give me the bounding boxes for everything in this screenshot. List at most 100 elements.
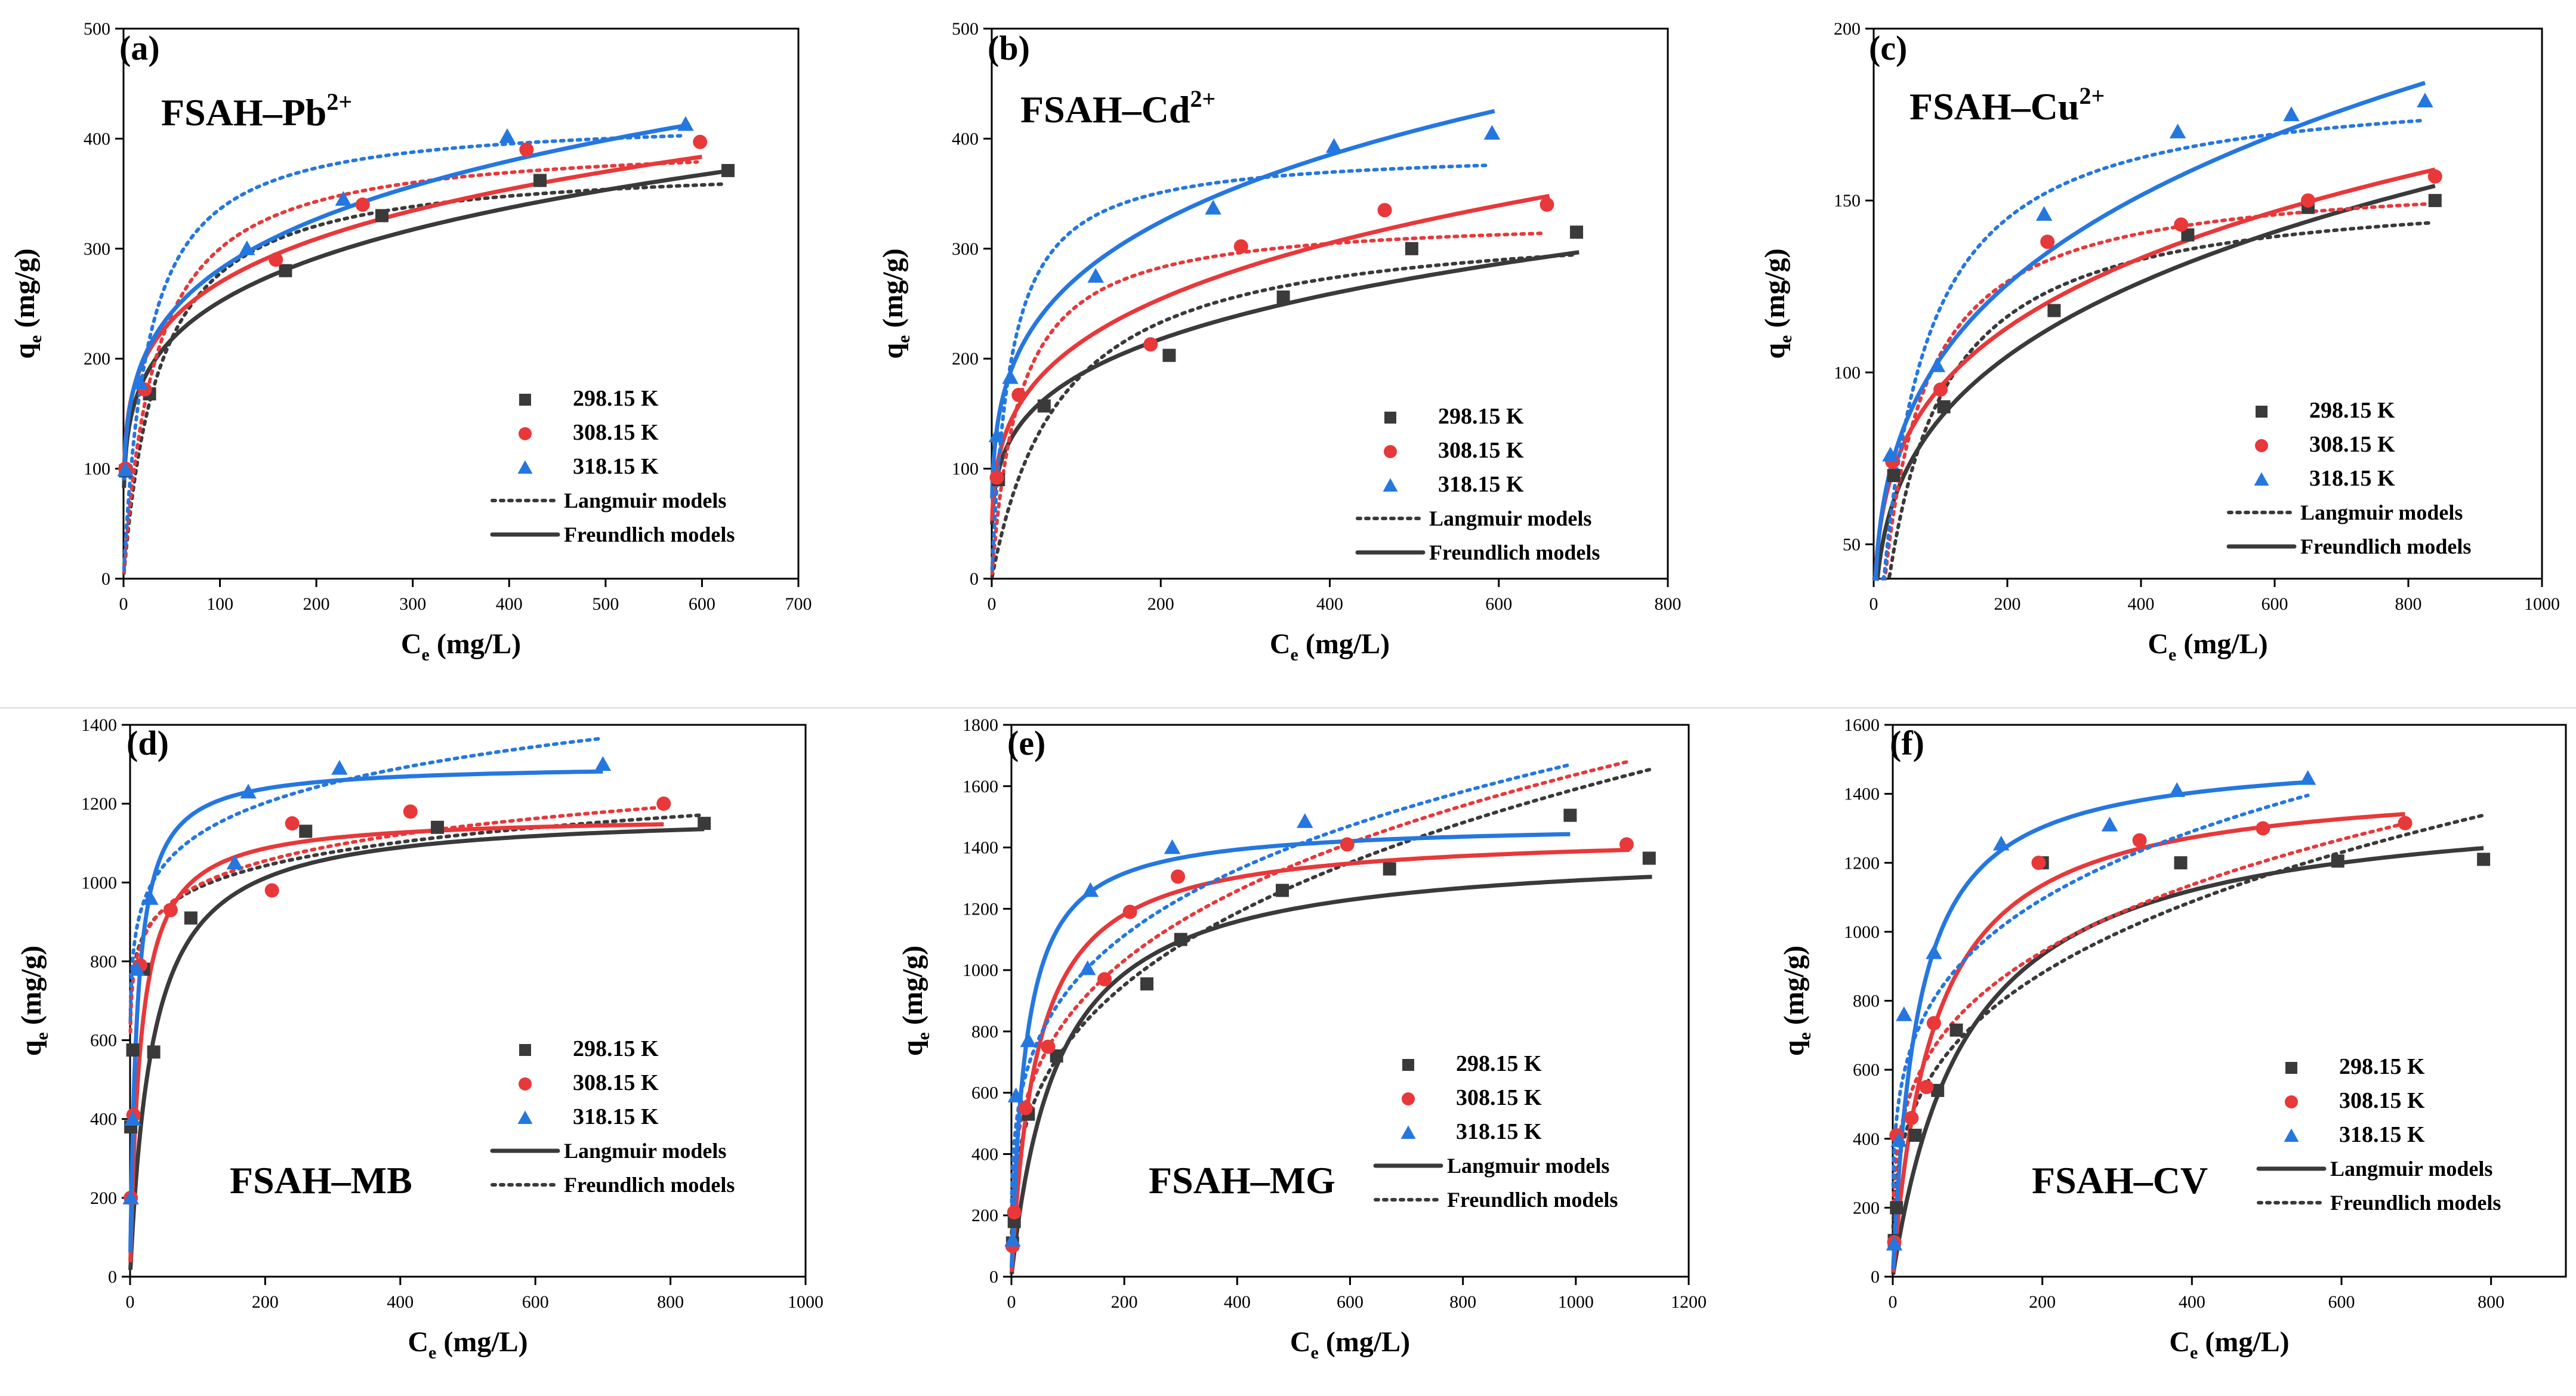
x-tick-label: 400 xyxy=(2128,594,2155,614)
legend-label: 298.15 K xyxy=(2339,1054,2425,1079)
data-point xyxy=(2283,106,2300,122)
solid-fit-29815K xyxy=(990,250,1579,525)
legend-marker xyxy=(519,1077,532,1091)
data-point xyxy=(1050,1049,1063,1063)
legend-marker xyxy=(517,1110,533,1124)
data-point xyxy=(1886,1236,1903,1251)
y-tick-label: 0 xyxy=(1871,1267,1880,1287)
legend-model-label: Langmuir models xyxy=(564,489,726,512)
legend-marker xyxy=(2254,472,2269,486)
legend: 298.15 K 308.15 K 318.15 K Langmuir models F… xyxy=(2256,1054,2501,1215)
y-tick-label: 800 xyxy=(90,952,117,971)
data-point xyxy=(285,816,300,831)
legend-model-label: Langmuir models xyxy=(2300,501,2463,524)
data-point xyxy=(2168,782,2186,797)
data-point xyxy=(431,820,445,834)
x-tick-label: 200 xyxy=(2029,1292,2056,1312)
legend-model-label: Langmuir models xyxy=(1447,1154,1609,1178)
data-point xyxy=(2031,855,2046,870)
dotted-fit-31815K xyxy=(1010,762,1572,1204)
panel-tag: (e) xyxy=(1007,724,1045,762)
legend-label: 298.15 K xyxy=(1438,404,1524,429)
legend-model-label: Langmuir models xyxy=(564,1139,726,1163)
data-point xyxy=(1619,837,1634,852)
y-tick-label: 200 xyxy=(971,1206,998,1225)
y-axis-label: qe (mg/g) xyxy=(9,248,45,359)
panel-title: FSAH–MB xyxy=(230,1159,412,1202)
data-point xyxy=(1483,125,1501,140)
dotted-fit-29815K xyxy=(122,182,728,575)
data-point xyxy=(1926,1016,1941,1031)
data-point xyxy=(331,759,348,775)
data-point xyxy=(1896,1006,1912,1021)
data-points xyxy=(122,756,711,1205)
data-point xyxy=(1041,1039,1056,1054)
data-point xyxy=(1933,382,1948,397)
solid-fit-30815K xyxy=(128,822,664,1262)
data-point xyxy=(355,197,370,212)
y-tick-label: 800 xyxy=(971,1022,998,1042)
y-axis-label: qe (mg/g) xyxy=(897,946,933,1056)
data-point xyxy=(721,163,735,177)
x-tick-label: 600 xyxy=(522,1292,549,1312)
x-tick-label: 700 xyxy=(785,594,812,614)
y-tick-label: 600 xyxy=(971,1083,998,1103)
data-point xyxy=(1919,1080,1934,1095)
y-tick-label: 100 xyxy=(952,459,979,479)
legend-model-label: Langmuir models xyxy=(2330,1157,2492,1181)
legend-model-label: Freundlich models xyxy=(564,1173,735,1197)
data-point xyxy=(677,116,694,131)
y-tick-label: 500 xyxy=(84,19,110,39)
y-tick-label: 500 xyxy=(952,19,979,39)
legend: 298.15 K 308.15 K 318.15 K Langmuir models F… xyxy=(1373,1051,1618,1212)
data-point xyxy=(2417,92,2433,108)
plot-frame xyxy=(122,27,800,580)
y-tick-label: 600 xyxy=(90,1031,117,1051)
x-tick-label: 0 xyxy=(1007,1292,1016,1312)
dotted-fit-30815K xyxy=(122,160,699,575)
y-tick-label: 400 xyxy=(90,1110,117,1129)
dotted-fit-31815K xyxy=(1891,793,2310,1188)
x-tick-label: 600 xyxy=(1337,1292,1363,1312)
data-point xyxy=(299,824,313,838)
data-point xyxy=(1276,884,1289,897)
y-tick-label: 150 xyxy=(1834,191,1861,211)
x-tick-label: 600 xyxy=(689,594,715,614)
data-point xyxy=(1020,1032,1037,1048)
data-point xyxy=(2331,854,2344,868)
panel-title: FSAH–Cd2+ xyxy=(1020,85,1215,131)
panel-c: 0 200 400 600 800 1000 50 100 150 200 Ce (mg/L) qe … xyxy=(1759,19,2560,665)
panel-title: FSAH–CV xyxy=(2032,1159,2208,1202)
data-point xyxy=(1097,972,1112,987)
data-point xyxy=(1007,1088,1025,1102)
dotted-fit-29815K xyxy=(990,253,1577,579)
legend-marker xyxy=(1384,412,1396,424)
data-point xyxy=(1931,1083,1945,1097)
legend-label: 308.15 K xyxy=(573,420,659,445)
x-tick-label: 0 xyxy=(1889,1292,1898,1312)
solid-fit-29815K xyxy=(1010,875,1652,1274)
legend-model-label: Freundlich models xyxy=(2330,1191,2501,1215)
x-tick-label: 200 xyxy=(1147,594,1174,614)
y-axis-label: qe (mg/g) xyxy=(16,946,52,1056)
y-tick-label: 200 xyxy=(90,1188,117,1208)
y-tick-label: 1200 xyxy=(81,794,117,814)
solid-fit-30815K xyxy=(1010,848,1630,1272)
legend-marker xyxy=(1402,1092,1415,1105)
x-tick-label: 800 xyxy=(2478,1292,2504,1312)
data-points xyxy=(117,116,735,478)
data-point xyxy=(1018,1101,1033,1116)
data-point xyxy=(124,1110,141,1126)
data-point xyxy=(1570,226,1584,239)
data-point xyxy=(1276,290,1290,304)
x-axis-label: Ce (mg/L) xyxy=(401,628,521,665)
data-point xyxy=(1297,813,1313,828)
legend-model-label: Freundlich models xyxy=(2300,535,2471,558)
row-divider xyxy=(0,707,2576,709)
panel-b: 0 200 400 600 800 0 100 200 300 400 500 Ce (mg/L) qe… xyxy=(877,19,1682,665)
solid-fit-29815K xyxy=(1891,846,2484,1275)
y-tick-label: 100 xyxy=(1834,363,1861,382)
legend-label: 298.15 K xyxy=(2309,398,2395,423)
data-point xyxy=(1937,400,1951,413)
legend-marker xyxy=(1383,478,1398,492)
